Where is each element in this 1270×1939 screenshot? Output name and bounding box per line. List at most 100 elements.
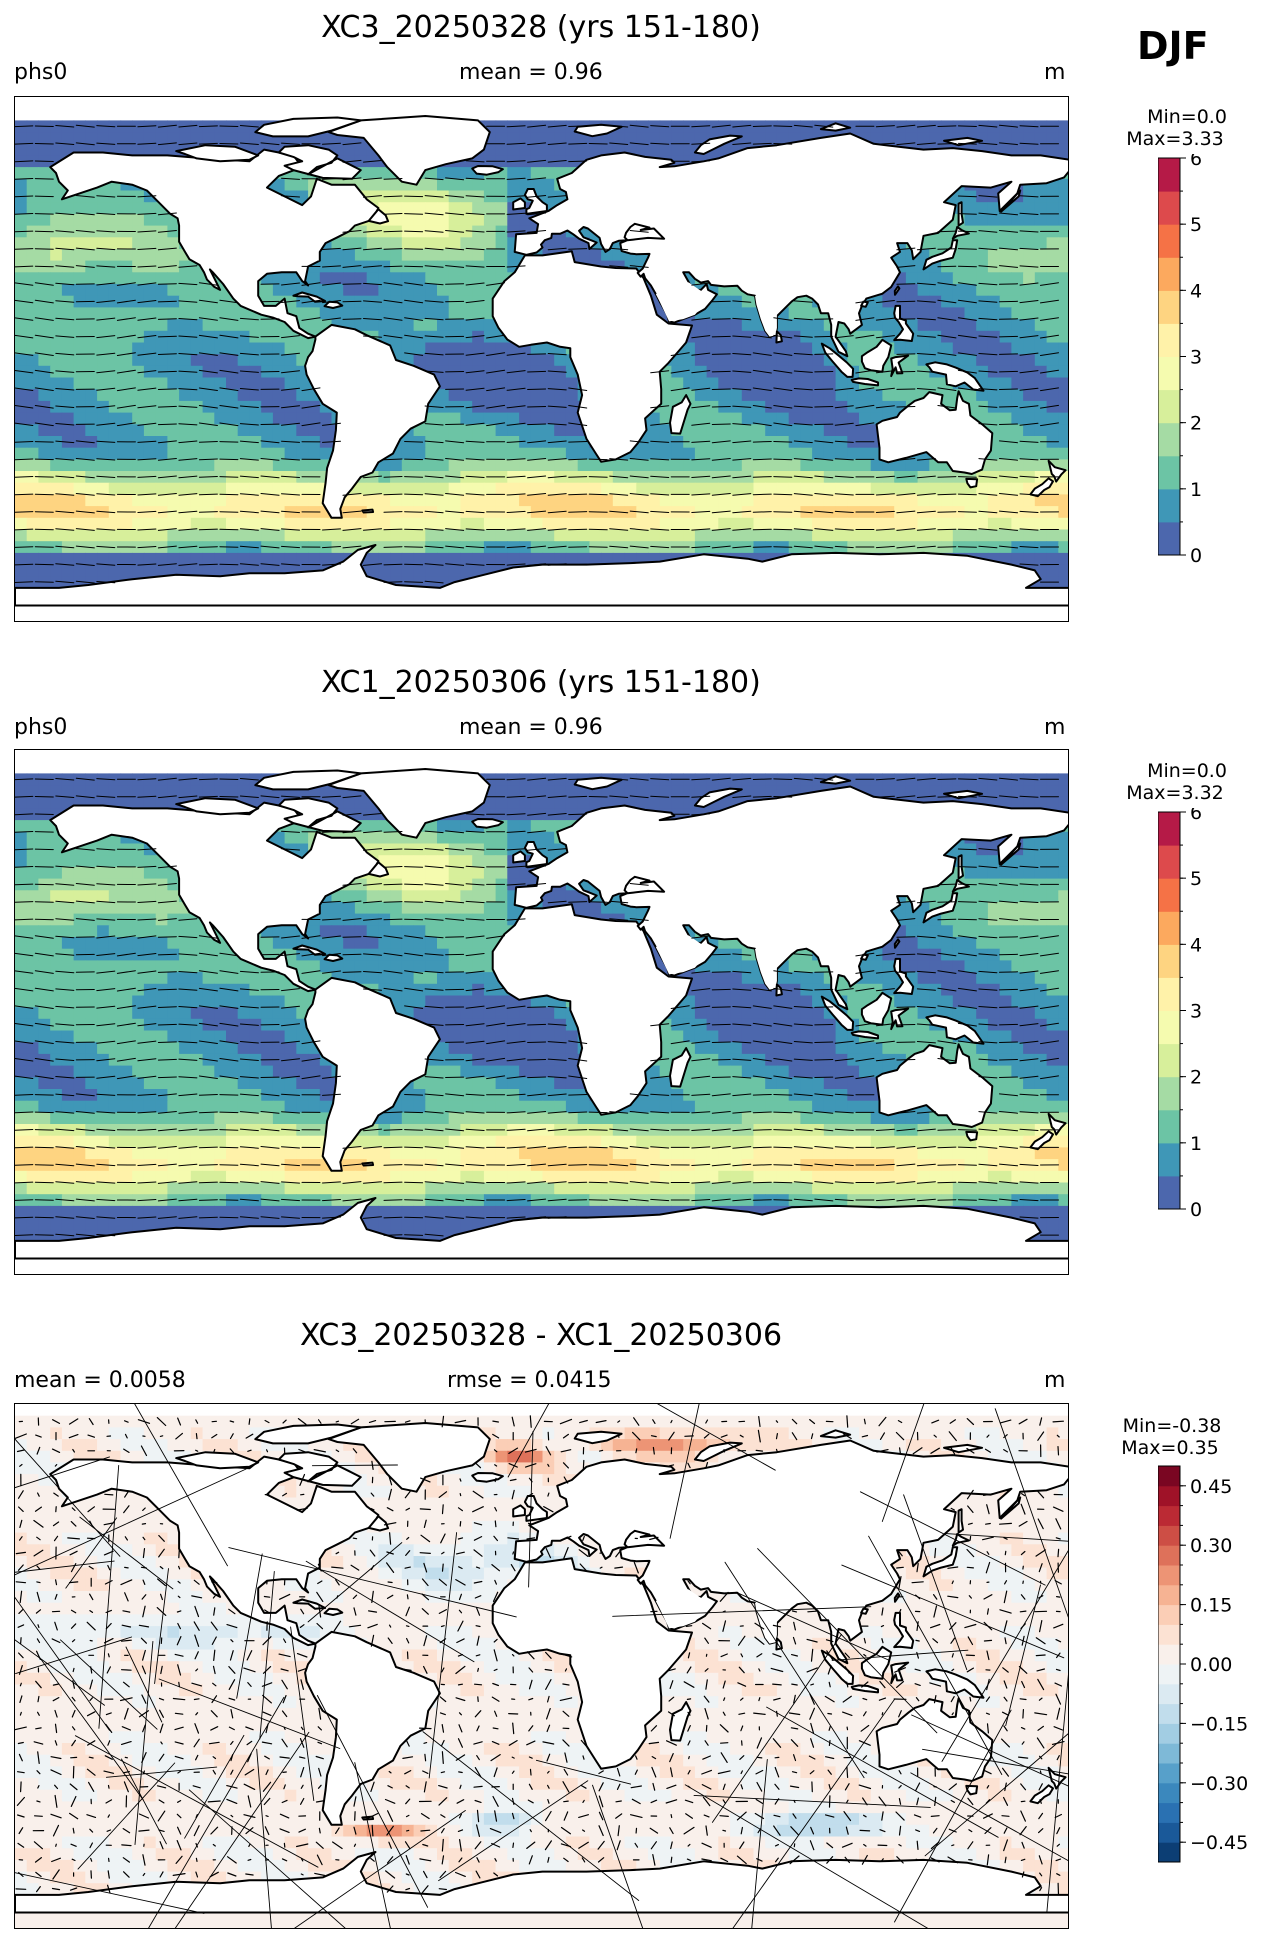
landmass-java	[850, 377, 879, 387]
panel1-variable-label: phs0	[14, 60, 68, 85]
landmass-hokkaido	[951, 226, 970, 240]
landmass-cuba	[292, 944, 327, 956]
landmass-africa	[491, 903, 693, 1116]
landmass-japan	[922, 892, 959, 924]
landmass-kamchatka_is	[1000, 189, 1022, 213]
landmass-antarctica	[15, 1197, 1068, 1260]
landmass-southAmerica	[304, 976, 441, 1172]
landmass-srilanka	[775, 983, 783, 997]
colorbar-tick-label: 6	[1190, 154, 1202, 170]
landmass-sulawesi	[890, 1661, 910, 1685]
colorbar-tick-label: 5	[1190, 868, 1202, 890]
panel3-mean-label: mean = 0.0058	[14, 1368, 186, 1393]
landmass-eurasia	[513, 1439, 1068, 1665]
colorbar-tick-label: 3	[1190, 1001, 1202, 1023]
landmass-tasmania	[965, 477, 979, 489]
landmass-sumatra	[820, 1649, 855, 1685]
landmass-sumatra	[820, 995, 855, 1031]
colorbar-tick-label: 0.15	[1190, 1595, 1232, 1617]
landmass-australia	[875, 1697, 994, 1782]
landmass-africa	[491, 1557, 693, 1770]
colorbar-swatches	[1158, 812, 1180, 1210]
landmass-newzealand_n	[1047, 1112, 1067, 1136]
panel3-rmse-label: rmse = 0.0415	[447, 1368, 612, 1393]
landmass-madagascar	[669, 1047, 692, 1088]
colorbar-tick-label: 2	[1190, 1067, 1202, 1089]
landmass-newguinea	[925, 1014, 985, 1045]
landmass-madagascar	[669, 394, 692, 435]
panel3-max-label: Max=0.35	[1121, 1437, 1219, 1459]
panel3-units-label: m	[1044, 1368, 1066, 1393]
landmass-ellesmere	[254, 116, 362, 138]
landmass-canada_islands	[175, 1451, 260, 1470]
landmass-britain	[523, 841, 548, 868]
landmass-falklands	[361, 1161, 375, 1167]
panel3-colorbar: 0.45 0.30 0.15 0.00 −0.15 −0.30 −0.45	[1158, 1465, 1248, 1863]
landmass-severnaya	[819, 1429, 852, 1439]
landmass-newfoundland	[367, 861, 390, 878]
panel2-mean-label: mean = 0.96	[459, 715, 603, 740]
landmass-iceland	[471, 165, 504, 176]
season-label: DJF	[1137, 24, 1209, 68]
colorbar-tick-label: 6	[1190, 808, 1202, 824]
landmass-java	[850, 1684, 879, 1694]
colorbar-tick-label: 0.45	[1190, 1476, 1232, 1498]
continents	[15, 768, 1068, 1260]
colorbar-tick-label: 1	[1190, 479, 1202, 501]
landmass-falklands	[361, 508, 375, 514]
colorbar-tick-label: −0.30	[1190, 1773, 1248, 1795]
landmass-australia	[875, 1043, 994, 1128]
landmass-hispaniola	[323, 953, 344, 962]
landmass-ellesmere	[254, 1423, 362, 1445]
landmass-arabia	[655, 931, 707, 975]
panel2-max-label: Max=3.32	[1126, 782, 1224, 804]
panel1-min-label: Min=0.0	[1147, 106, 1227, 128]
landmass-borneo	[860, 338, 893, 373]
landmass-sulawesi	[890, 1007, 910, 1031]
landmass-antarctica	[15, 1851, 1068, 1914]
colorbar-ticks: 0 1 2 3 4 5 6	[1180, 808, 1202, 1218]
landmass-borneo	[860, 1645, 893, 1680]
colorbar-tick-label: 3	[1190, 347, 1202, 369]
landmass-india	[755, 295, 777, 337]
landmass-japan	[922, 239, 959, 271]
landmass-baffin	[277, 797, 362, 833]
colorbar-tick-label: 0	[1190, 1199, 1202, 1218]
colorbar-tick-label: 4	[1190, 934, 1202, 956]
landmass-borneo	[860, 991, 893, 1026]
landmass-hokkaido	[951, 879, 970, 893]
panel2-title: XC1_20250306 (yrs 151-180)	[321, 665, 761, 700]
landmass-sulawesi	[890, 354, 910, 378]
landmass-japan	[922, 1546, 959, 1578]
landmass-canada_islands	[175, 144, 260, 163]
landmass-newzealand_n	[1047, 459, 1067, 483]
colorbar-tick-label: −0.15	[1190, 1713, 1248, 1735]
colorbar-tick-label: 0	[1190, 545, 1202, 564]
colorbar-tick-label: 5	[1190, 214, 1202, 236]
colorbar-swatches	[1158, 1466, 1180, 1863]
landmass-africa	[491, 250, 693, 463]
landmass-newfoundland	[367, 1515, 390, 1532]
colorbar-tick-label: 0.00	[1190, 1654, 1232, 1676]
landmass-tasmania	[965, 1130, 979, 1142]
landmass-newzealand_s	[1029, 1130, 1054, 1151]
landmass-newzealand_s	[1029, 477, 1054, 498]
colorbar-ticks: 0 1 2 3 4 5 6	[1180, 154, 1202, 564]
panel1-units-label: m	[1044, 60, 1066, 85]
panel2-variable-label: phs0	[14, 715, 68, 740]
landmass-hispaniola	[323, 1607, 344, 1616]
landmass-kamchatka_is	[1000, 1496, 1022, 1520]
colorbar-tick-label: 2	[1190, 413, 1202, 435]
continents	[15, 115, 1068, 607]
colorbar-ticks: 0.45 0.30 0.15 0.00 −0.15 −0.30 −0.45	[1180, 1476, 1248, 1854]
panel1-colorbar: 0 1 2 3 4 5 6	[1158, 154, 1202, 564]
landmass-severnaya	[819, 775, 852, 785]
panel2-min-label: Min=0.0	[1147, 760, 1227, 782]
landmass-philippines	[893, 304, 915, 342]
landmass-philippines	[893, 957, 915, 995]
landmass-newguinea	[925, 361, 985, 392]
landmass-cuba	[292, 1598, 327, 1610]
panel3-min-label: Min=-0.38	[1122, 1415, 1222, 1437]
landmass-novaya	[693, 1441, 743, 1462]
landmass-northAmerica	[49, 148, 380, 340]
